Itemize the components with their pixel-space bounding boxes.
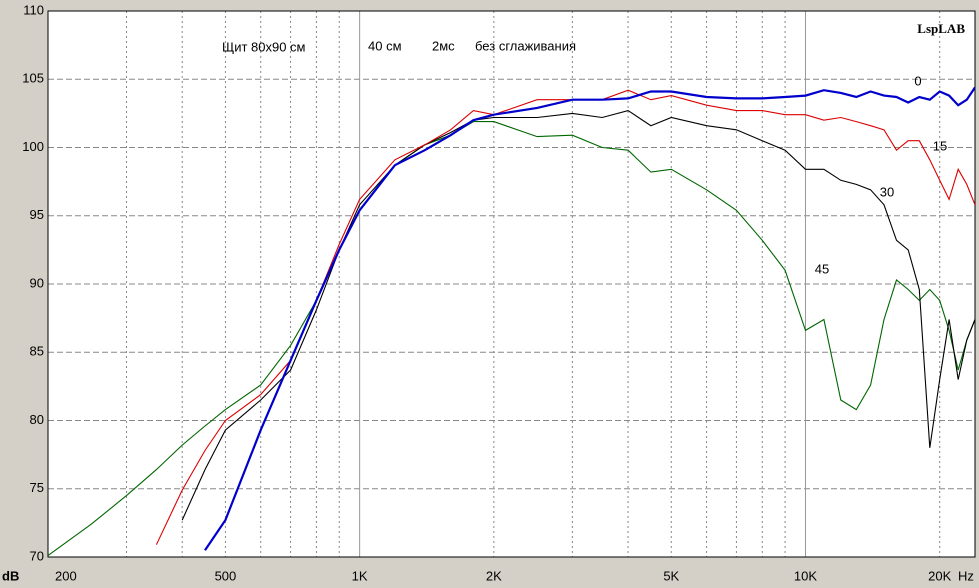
y-tick-label: 95 bbox=[30, 207, 44, 222]
x-tick-label: 10K bbox=[794, 568, 817, 583]
series-label: 15 bbox=[933, 138, 947, 153]
x-tick-label: 20K bbox=[928, 568, 951, 583]
y-axis-label: dB bbox=[2, 568, 19, 583]
series-line bbox=[48, 121, 975, 557]
annotation: Щит 80x90 см bbox=[222, 39, 306, 54]
y-tick-label: 100 bbox=[22, 139, 44, 154]
annotation: 2мс bbox=[432, 38, 455, 53]
chart-title: LspLAB bbox=[917, 21, 965, 36]
plot-border bbox=[47, 10, 976, 558]
x-tick-label: 1K bbox=[352, 568, 368, 583]
series-label: 0 bbox=[914, 73, 921, 88]
x-axis-label: Hz bbox=[958, 568, 974, 583]
x-tick-label: 200 bbox=[55, 568, 77, 583]
annotation: без сглаживания bbox=[475, 38, 576, 53]
annotation: 40 см bbox=[368, 38, 402, 53]
series-label: 45 bbox=[815, 261, 829, 276]
y-tick-label: 85 bbox=[30, 344, 44, 359]
y-tick-label: 75 bbox=[30, 480, 44, 495]
y-tick-label: 80 bbox=[30, 412, 44, 427]
y-tick-label: 110 bbox=[23, 2, 44, 17]
x-tick-label: 500 bbox=[215, 568, 237, 583]
x-tick-label: 2K bbox=[486, 568, 502, 583]
x-tick-label: 5K bbox=[663, 568, 679, 583]
y-tick-label: 70 bbox=[30, 548, 44, 563]
series-label: 30 bbox=[880, 184, 894, 199]
series-line bbox=[204, 86, 975, 551]
y-tick-label: 105 bbox=[22, 71, 44, 86]
y-tick-label: 90 bbox=[30, 275, 44, 290]
